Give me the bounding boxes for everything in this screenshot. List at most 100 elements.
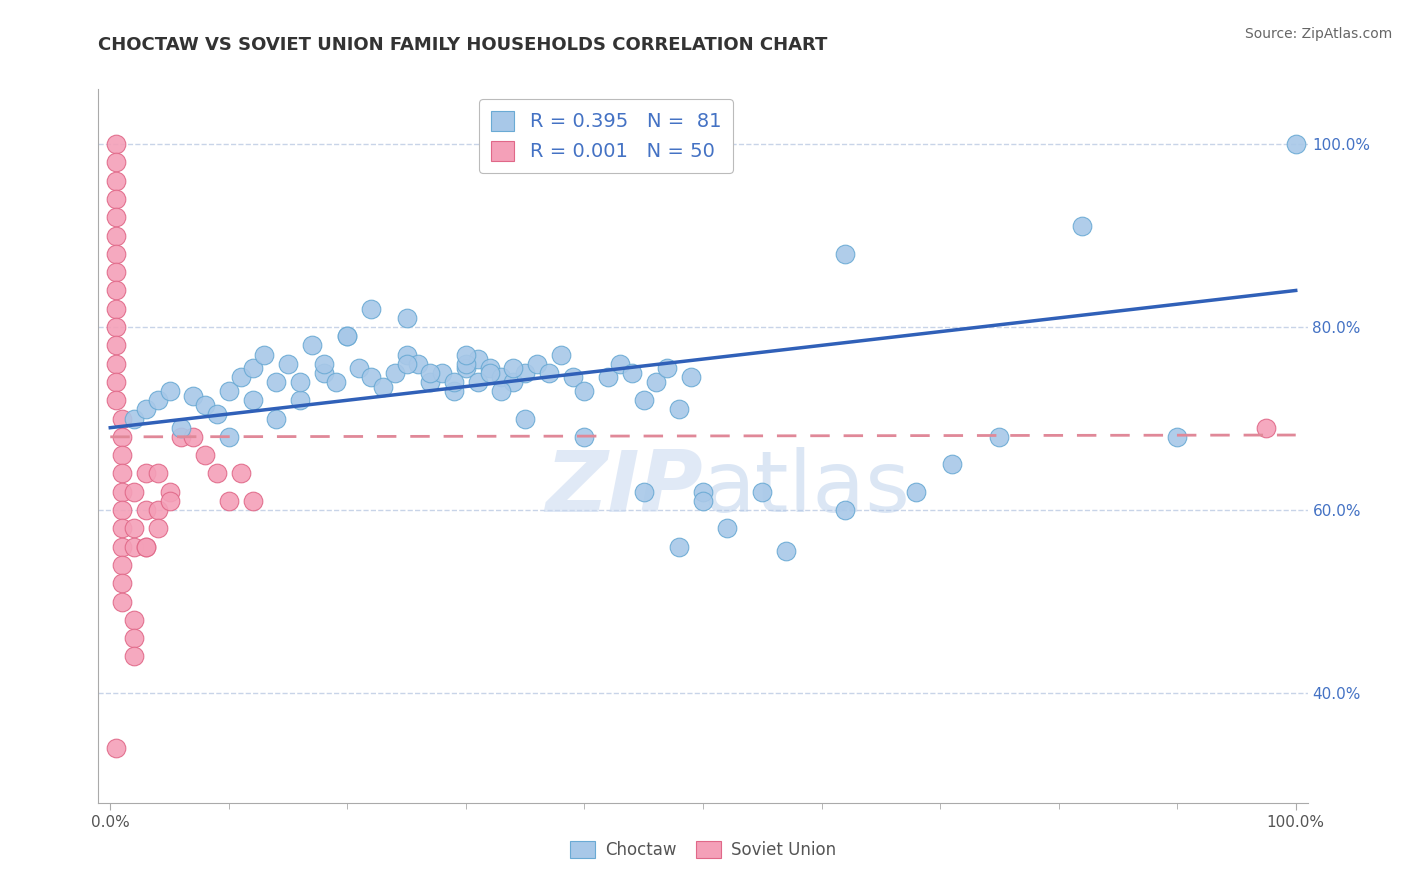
Point <box>668 402 690 417</box>
Point <box>218 430 240 444</box>
Point <box>105 228 128 243</box>
Point <box>105 247 128 261</box>
Point <box>105 137 128 152</box>
Point <box>205 467 228 481</box>
Point <box>205 407 228 421</box>
Point <box>408 357 430 371</box>
Point <box>264 375 287 389</box>
Point <box>229 370 252 384</box>
Point <box>264 411 287 425</box>
Point <box>609 357 631 371</box>
Point <box>218 384 240 398</box>
Point <box>122 521 145 535</box>
Point <box>122 613 145 627</box>
Point <box>526 357 548 371</box>
Point <box>105 174 128 188</box>
Point <box>122 411 145 425</box>
Point <box>170 430 193 444</box>
Point <box>620 366 643 380</box>
Point <box>574 384 596 398</box>
Point <box>194 448 217 462</box>
Point <box>277 357 299 371</box>
Point <box>633 393 655 408</box>
Point <box>242 494 264 508</box>
Point <box>122 484 145 499</box>
Point <box>1254 420 1277 434</box>
Point <box>336 329 359 343</box>
Point <box>515 366 537 380</box>
Text: Source: ZipAtlas.com: Source: ZipAtlas.com <box>1244 27 1392 41</box>
Point <box>229 467 252 481</box>
Point <box>111 448 134 462</box>
Point <box>146 467 169 481</box>
Point <box>253 347 276 361</box>
Point <box>122 631 145 645</box>
Point <box>478 366 501 380</box>
Point <box>111 411 134 425</box>
Point <box>657 361 679 376</box>
Point <box>105 265 128 279</box>
Point <box>633 484 655 499</box>
Point <box>111 540 134 554</box>
Point <box>716 521 738 535</box>
Point <box>988 430 1011 444</box>
Point <box>834 247 856 261</box>
Point <box>146 503 169 517</box>
Point <box>146 521 169 535</box>
Point <box>301 338 323 352</box>
Point <box>170 420 193 434</box>
Point <box>111 503 134 517</box>
Point <box>105 301 128 316</box>
Point <box>135 540 157 554</box>
Point <box>395 347 418 361</box>
Point <box>288 393 311 408</box>
Point <box>159 484 181 499</box>
Point <box>135 540 157 554</box>
Point <box>491 370 513 384</box>
Point <box>1166 430 1188 444</box>
Point <box>159 494 181 508</box>
Point <box>111 558 134 572</box>
Point <box>111 576 134 591</box>
Point <box>105 357 128 371</box>
Point <box>491 384 513 398</box>
Point <box>454 347 477 361</box>
Point <box>443 384 465 398</box>
Point <box>105 338 128 352</box>
Text: atlas: atlas <box>703 447 911 531</box>
Point <box>105 284 128 298</box>
Point <box>598 370 620 384</box>
Point <box>111 467 134 481</box>
Point <box>537 366 560 380</box>
Point <box>395 310 418 325</box>
Point <box>502 375 524 389</box>
Point <box>122 649 145 664</box>
Point <box>122 540 145 554</box>
Point <box>668 540 690 554</box>
Point <box>419 366 441 380</box>
Point <box>478 361 501 376</box>
Point <box>111 484 134 499</box>
Point <box>105 320 128 334</box>
Point <box>454 357 477 371</box>
Point <box>574 430 596 444</box>
Point <box>312 366 335 380</box>
Point <box>111 430 134 444</box>
Point <box>395 357 418 371</box>
Point <box>105 375 128 389</box>
Point <box>751 484 773 499</box>
Point <box>146 393 169 408</box>
Point <box>360 301 382 316</box>
Point <box>384 366 406 380</box>
Point <box>443 375 465 389</box>
Point <box>432 366 454 380</box>
Point <box>135 503 157 517</box>
Point <box>105 211 128 225</box>
Point <box>218 494 240 508</box>
Point <box>371 379 394 393</box>
Point <box>561 370 583 384</box>
Point <box>454 361 477 376</box>
Point <box>105 393 128 408</box>
Point <box>905 484 928 499</box>
Point <box>941 458 963 472</box>
